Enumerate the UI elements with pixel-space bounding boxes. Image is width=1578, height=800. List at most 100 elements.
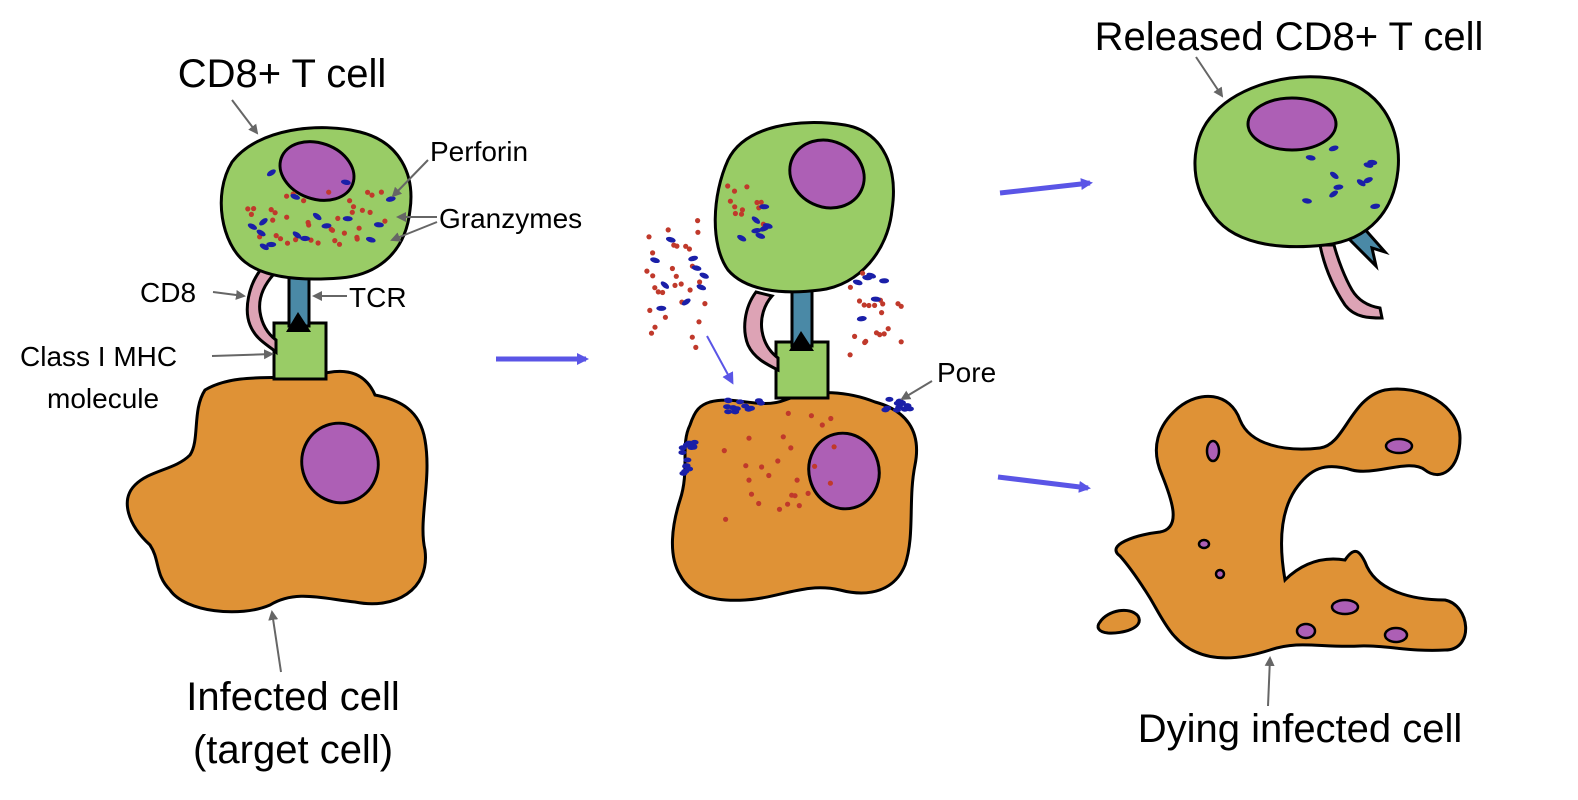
pore-perforin <box>689 444 698 450</box>
mhc-molecule-2 <box>774 340 830 400</box>
granzyme-granule <box>284 214 290 220</box>
perforin-granule <box>1305 155 1316 161</box>
process-arrow-2-up <box>999 178 1093 196</box>
granzyme-granule <box>819 422 825 428</box>
granzyme-granule <box>669 265 676 272</box>
granzyme-granule <box>743 463 749 469</box>
process-arrow-2-down <box>997 474 1091 493</box>
granzyme-granule <box>758 199 764 205</box>
granzyme-granule <box>721 448 727 454</box>
granzyme-granule <box>350 204 357 210</box>
granzyme-granule <box>336 241 343 247</box>
granzyme-granule <box>732 210 739 217</box>
pore-perforin <box>678 450 687 455</box>
perforin-granule <box>751 228 762 234</box>
granzyme-granule <box>695 218 701 224</box>
granzyme-granule <box>272 210 278 216</box>
pore-perforin <box>724 409 733 415</box>
pointer-mhc <box>211 349 274 360</box>
granzyme-granule <box>727 198 734 204</box>
perforin-granule <box>1330 171 1339 180</box>
granzyme-granule <box>683 243 689 249</box>
perforin-granule <box>691 265 702 271</box>
granzyme-granule <box>382 218 388 224</box>
pointer-dying <box>1264 656 1275 707</box>
pore-perforin <box>741 403 750 409</box>
pore-perforin <box>903 403 912 409</box>
granzyme-granule <box>780 434 786 440</box>
granzyme-granule <box>329 227 336 233</box>
granzyme-granule <box>731 188 738 194</box>
perforin-granule <box>1302 198 1312 204</box>
granzyme-granule <box>785 410 791 416</box>
granzyme-granule <box>647 307 653 313</box>
perforin-granule <box>247 223 258 230</box>
nucleus-fragment <box>1197 538 1211 550</box>
perforin-granule <box>759 204 770 210</box>
granzyme-granule <box>796 503 802 509</box>
granzyme-granule <box>812 463 818 469</box>
label-tcell: CD8+ T cell <box>178 52 387 96</box>
panel-1-binding: CD8+ T cell Perforin Granzymes CD8 TCR C… <box>20 52 582 772</box>
perforin-granule <box>1370 203 1381 209</box>
granzyme-granule <box>644 268 650 274</box>
pore-perforin <box>690 439 699 445</box>
granzyme-granule <box>693 344 699 350</box>
diffusion-arrow <box>706 335 734 385</box>
nucleus-fragment <box>1330 598 1360 616</box>
granzyme-granule <box>898 339 904 345</box>
granzyme-granule <box>689 334 695 340</box>
granules-2 <box>644 183 904 522</box>
granzyme-granule <box>847 284 854 290</box>
label-perforin: Perforin <box>430 136 528 167</box>
perforin-granule <box>1328 145 1339 152</box>
granzyme-granule <box>268 207 274 213</box>
granzyme-granule <box>738 211 745 217</box>
granzyme-granule <box>739 207 746 213</box>
nucleus-fragment <box>1383 626 1409 644</box>
granzyme-granule <box>662 314 669 320</box>
perforin-granule <box>696 284 707 291</box>
granzyme-granule <box>369 192 375 198</box>
granzyme-granule <box>248 211 254 217</box>
pore-perforin <box>881 407 890 413</box>
perforin-granule <box>862 274 873 281</box>
granzyme-granule <box>788 445 794 451</box>
granzyme-granule <box>347 198 353 204</box>
dying-cell-body <box>1114 387 1468 660</box>
tcr-antigen-1 <box>286 312 311 332</box>
perforin-granule <box>300 235 311 242</box>
granzyme-granule <box>672 282 678 288</box>
perforin-granule <box>259 243 269 251</box>
nucleus-fragment <box>1205 439 1221 463</box>
perforin-granule <box>321 223 332 229</box>
granzyme-granule <box>349 209 355 215</box>
granzyme-granule <box>367 209 373 215</box>
pore-perforin <box>678 445 687 451</box>
granzyme-granule <box>895 301 901 307</box>
perforin-granule <box>870 296 881 302</box>
granzyme-granule <box>646 234 652 240</box>
granzyme-granule <box>861 302 867 308</box>
perforin-granule <box>650 257 660 264</box>
granzyme-granule <box>877 332 883 338</box>
granules-3 <box>1302 145 1381 209</box>
perforin-granule <box>852 279 863 286</box>
perforin-granule <box>751 216 761 224</box>
cd8-coreceptor-1 <box>245 266 278 356</box>
pore-perforin <box>892 407 901 413</box>
perforin-granule <box>385 196 396 202</box>
perforin-granule <box>737 234 747 242</box>
granzyme-granule <box>673 273 679 279</box>
granzyme-granule <box>652 324 658 330</box>
pore-perforin <box>724 397 732 403</box>
pointer-cd8 <box>212 290 246 300</box>
apoptotic-body <box>1096 608 1141 635</box>
perforin-granule <box>660 281 670 289</box>
granzyme-granule <box>341 230 347 236</box>
perforin-granule <box>373 222 384 228</box>
granzyme-granule <box>862 339 868 346</box>
nucleus-fragment <box>1214 568 1226 580</box>
granzyme-granule <box>365 189 371 195</box>
pore-perforin <box>756 400 765 406</box>
